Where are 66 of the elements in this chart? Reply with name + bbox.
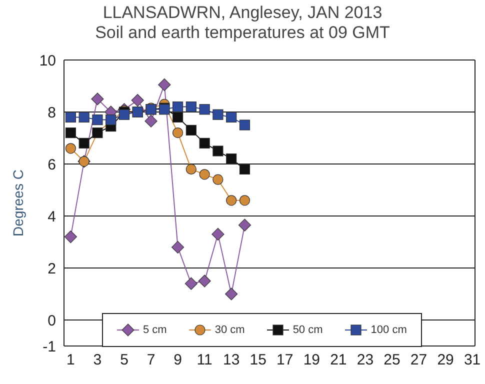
point — [186, 102, 196, 112]
point — [212, 174, 224, 185]
x-tick-label: 23 — [356, 352, 374, 369]
point — [78, 112, 90, 122]
x-tick-label: 15 — [250, 352, 266, 369]
x-tick-label: 11 — [196, 352, 212, 369]
point — [158, 78, 171, 91]
point — [92, 114, 103, 126]
point — [144, 114, 158, 128]
legend-label: 100 cm — [370, 323, 407, 338]
point — [226, 112, 237, 122]
x-tick-label: 21 — [330, 352, 347, 369]
y-axis-title: Degrees C — [10, 170, 26, 236]
point — [65, 128, 76, 138]
x-tick-label: 13 — [223, 352, 240, 369]
y-tick-label: 2 — [48, 260, 56, 278]
point — [239, 195, 250, 206]
point — [199, 104, 210, 115]
x-tick-label: 31 — [464, 352, 481, 369]
chart-title: LLANSADWRN, Anglesey, JAN 2013 — [102, 3, 384, 23]
legend-label: 30 cm — [214, 323, 245, 338]
point — [199, 169, 210, 180]
x-tick-label: 19 — [303, 352, 320, 369]
x-tick-label: 7 — [146, 352, 156, 369]
legend-label: 5 cm — [142, 323, 167, 338]
x-tick-label: 29 — [437, 352, 454, 369]
point — [212, 146, 224, 156]
point — [78, 138, 90, 148]
y-tick-label: 4 — [48, 208, 56, 226]
x-tick-label: 25 — [384, 352, 400, 369]
point — [131, 94, 144, 107]
point — [226, 154, 237, 164]
chart-subtitle: Soil and earth temperatures at 09 GMT — [94, 23, 391, 43]
point — [186, 164, 196, 174]
x-tick-label: 3 — [93, 352, 102, 369]
point — [186, 124, 196, 136]
y-tick-label: 6 — [48, 156, 56, 174]
legend-label: 50 cm — [292, 323, 323, 338]
point — [225, 288, 238, 300]
x-tick-label: 1 — [66, 352, 75, 369]
y-tick-label: 10 — [39, 52, 56, 70]
x-tick-label: 17 — [276, 352, 294, 369]
point — [198, 274, 211, 288]
point — [91, 92, 104, 106]
point — [118, 109, 130, 120]
y-tick-label: 8 — [48, 104, 56, 122]
point — [238, 218, 252, 232]
point — [212, 109, 224, 120]
point — [172, 102, 184, 112]
point — [65, 112, 76, 122]
point — [171, 240, 184, 254]
x-tick-label: 5 — [120, 352, 128, 369]
point — [172, 128, 184, 138]
point — [212, 228, 224, 240]
point — [239, 164, 250, 174]
point — [226, 195, 237, 206]
x-tick-label: 27 — [410, 352, 428, 369]
x-tick-label: 9 — [174, 352, 182, 369]
y-tick-label: 0 — [48, 312, 56, 330]
point — [184, 277, 198, 290]
y-tick-label: -1 — [42, 338, 56, 356]
point — [172, 112, 184, 122]
point — [239, 120, 250, 130]
point — [64, 230, 77, 244]
point — [199, 138, 210, 148]
point — [65, 143, 76, 154]
